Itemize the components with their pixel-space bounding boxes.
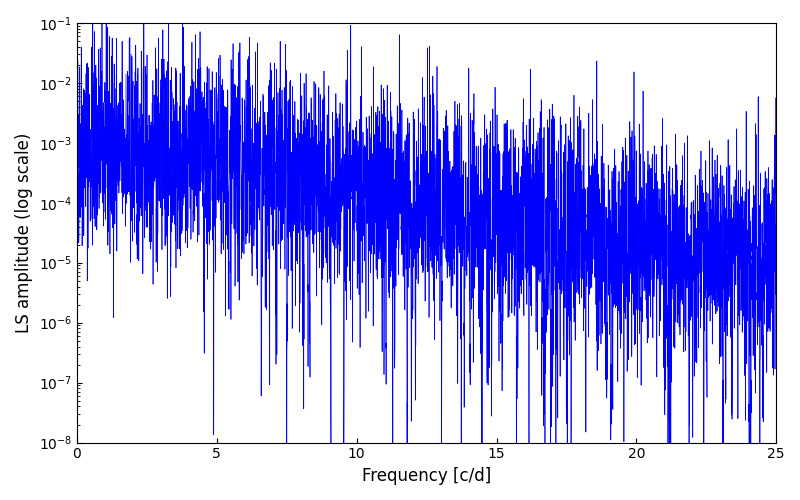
Y-axis label: LS amplitude (log scale): LS amplitude (log scale) bbox=[15, 132, 33, 333]
X-axis label: Frequency [c/d]: Frequency [c/d] bbox=[362, 467, 491, 485]
